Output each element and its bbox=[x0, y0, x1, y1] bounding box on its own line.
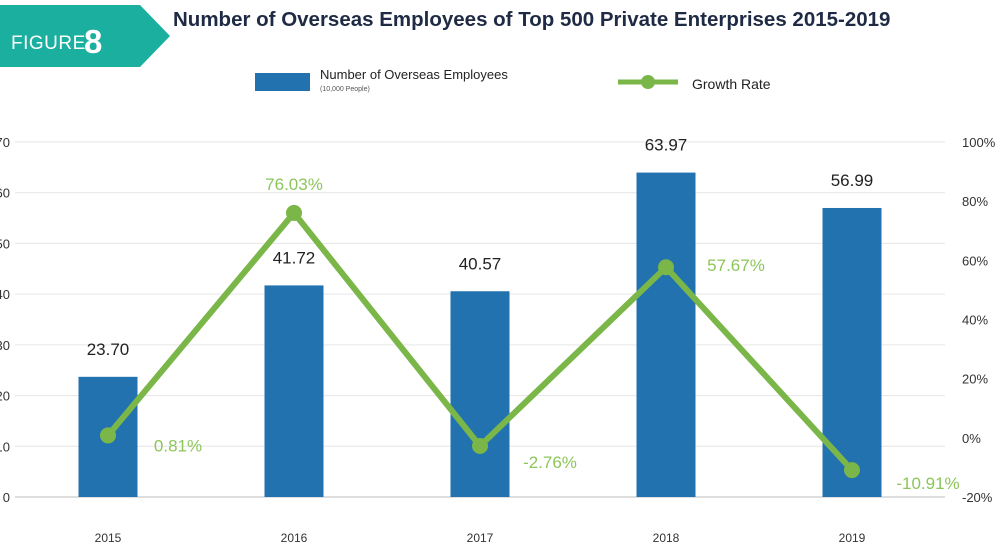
left-axis-tick: 70 bbox=[0, 135, 10, 150]
left-axis: 0 10 20 30 40 50 60 70 bbox=[0, 135, 10, 505]
right-axis: -20% 0% 20% 40% 60% 80% 100% bbox=[962, 135, 996, 505]
bar-value-label: 63.97 bbox=[645, 136, 688, 155]
growth-rate-label: 57.67% bbox=[707, 256, 765, 275]
rate-labels-layer: 0.81% 76.03% -2.76% 57.67% -10.91% bbox=[154, 175, 960, 493]
bar bbox=[450, 291, 510, 497]
x-axis: 2015 2016 2017 2018 2019 bbox=[95, 531, 866, 545]
x-axis-tick: 2015 bbox=[95, 531, 122, 545]
figure-badge bbox=[0, 5, 170, 67]
left-axis-tick: 0 bbox=[3, 490, 10, 505]
bars-layer bbox=[78, 172, 882, 497]
left-axis-tick: 60 bbox=[0, 186, 10, 201]
left-axis-tick: 10 bbox=[0, 439, 10, 454]
figure-word: FIGURE bbox=[11, 33, 86, 54]
legend-line-label: Growth Rate bbox=[692, 76, 771, 92]
right-axis-tick: 0% bbox=[962, 431, 981, 446]
right-axis-tick: 40% bbox=[962, 313, 988, 328]
chart-title: Number of Overseas Employees of Top 500 … bbox=[173, 8, 891, 31]
x-axis-tick: 2016 bbox=[281, 531, 308, 545]
legend-bar-label: Number of Overseas Employees bbox=[320, 67, 508, 82]
left-axis-tick: 30 bbox=[0, 338, 10, 353]
figure-number: 8 bbox=[84, 23, 103, 60]
left-axis-tick: 50 bbox=[0, 236, 10, 251]
growth-rate-point bbox=[100, 427, 116, 444]
growth-rate-point bbox=[472, 437, 488, 454]
bar bbox=[822, 207, 882, 497]
growth-rate-label: 0.81% bbox=[154, 436, 202, 455]
figure-badge-shape bbox=[0, 5, 170, 67]
bar-value-label: 41.72 bbox=[273, 248, 316, 267]
growth-rate-label: -10.91% bbox=[896, 474, 959, 493]
bar bbox=[636, 172, 696, 497]
growth-line-layer bbox=[100, 204, 860, 479]
right-axis-tick: 80% bbox=[962, 194, 988, 209]
left-axis-tick: 20 bbox=[0, 389, 10, 404]
bar bbox=[264, 285, 324, 497]
bar-value-label: 56.99 bbox=[831, 171, 874, 190]
legend-line-swatch bbox=[618, 75, 678, 89]
right-axis-tick: 20% bbox=[962, 372, 988, 387]
growth-rate-point bbox=[658, 259, 674, 276]
x-axis-tick: 2018 bbox=[653, 531, 680, 545]
right-axis-tick: 60% bbox=[962, 253, 988, 268]
growth-rate-label: -2.76% bbox=[523, 453, 577, 472]
legend-bar-sublabel: (10,000 People) bbox=[320, 86, 370, 93]
right-axis-tick: -20% bbox=[962, 490, 993, 505]
figure-badge-text: FIGURE 8 bbox=[0, 5, 170, 67]
growth-rate-label: 76.03% bbox=[265, 175, 323, 194]
bar-value-label: 40.57 bbox=[459, 254, 502, 273]
growth-rate-point bbox=[844, 462, 860, 479]
x-axis-tick: 2019 bbox=[839, 531, 866, 545]
legend-bar-swatch bbox=[255, 73, 310, 91]
bar-labels-layer: 23.70 41.72 40.57 63.97 56.99 bbox=[87, 136, 874, 359]
right-axis-tick: 100% bbox=[962, 135, 996, 150]
x-axis-tick: 2017 bbox=[467, 531, 494, 545]
growth-rate-point bbox=[286, 204, 302, 221]
left-axis-tick: 40 bbox=[0, 287, 10, 302]
bar-value-label: 23.70 bbox=[87, 340, 130, 359]
